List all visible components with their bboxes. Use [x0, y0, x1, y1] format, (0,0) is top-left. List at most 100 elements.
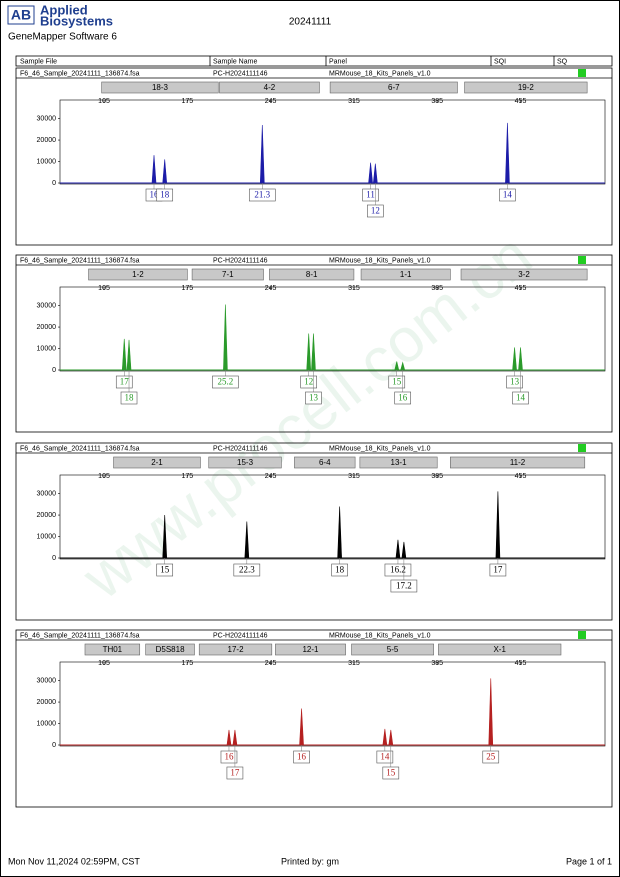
locus-label: 1-1	[400, 270, 412, 279]
peak	[337, 506, 342, 559]
column-label: Panel	[329, 58, 347, 65]
allele-box	[212, 375, 239, 389]
allele-label: 16	[150, 190, 160, 200]
allele-label: 17	[493, 565, 503, 575]
allele-box	[226, 766, 244, 780]
allele-box	[367, 204, 384, 218]
allele-label: 15	[160, 565, 170, 575]
locus-label: TH01	[103, 645, 123, 654]
allele-label: 14	[380, 752, 390, 762]
allele-box	[300, 375, 318, 389]
panel-name: MRMouse_18_Kits_Panels_v1.0	[329, 70, 431, 77]
allele-box	[489, 563, 507, 577]
locus-label: 12-1	[302, 645, 319, 654]
logo-mark: AB	[11, 7, 31, 23]
locus-label: 18-3	[152, 83, 169, 92]
sq-flag	[578, 444, 586, 452]
plot-area	[59, 286, 606, 372]
locus-label: 19-2	[518, 83, 535, 92]
logo-box	[7, 5, 35, 25]
footer-page: Page 1 of 1	[566, 856, 612, 866]
allele-label: 12	[304, 377, 313, 387]
allele-box	[390, 579, 418, 593]
peak	[259, 125, 265, 184]
panel-frame	[15, 67, 613, 246]
allele-box	[248, 188, 276, 202]
peak	[126, 339, 132, 371]
sq-flag	[578, 631, 586, 639]
plot-area	[59, 474, 606, 560]
allele-box	[376, 750, 394, 764]
locus-bar	[464, 81, 588, 94]
locus-bar	[198, 643, 273, 656]
peak	[488, 678, 494, 746]
peak	[518, 347, 523, 371]
peak	[388, 729, 394, 746]
allele-label: 16	[224, 752, 234, 762]
locus-bar	[84, 643, 141, 656]
column-label: SQ	[557, 58, 568, 65]
y-tick-label: 10000	[37, 345, 57, 352]
column-label: Sample Name	[213, 58, 257, 65]
allele-box	[331, 563, 348, 577]
locus-bar	[275, 643, 346, 656]
locus-bar	[460, 268, 588, 281]
panel-frame	[15, 629, 613, 808]
column-header	[15, 55, 613, 67]
peak	[373, 163, 378, 184]
allele-box	[115, 375, 133, 389]
locus-bar	[145, 643, 195, 656]
peak	[395, 539, 401, 559]
allele-label: 18	[160, 190, 170, 200]
locus-label: 15-3	[237, 458, 254, 467]
y-tick-label: 0	[52, 555, 56, 562]
column-label: SQI	[494, 58, 506, 65]
peak	[306, 333, 312, 371]
allele-box	[156, 563, 174, 577]
locus-bar	[113, 456, 201, 469]
y-tick-label: 0	[52, 367, 56, 374]
peak	[311, 333, 316, 371]
allele-label: 11	[366, 190, 375, 200]
allele-box	[506, 375, 523, 389]
allele-label: 17	[230, 768, 240, 778]
locus-bar	[438, 643, 562, 656]
peak	[299, 708, 304, 746]
plot-area	[59, 99, 606, 185]
allele-label: 22.3	[239, 565, 255, 575]
locus-label: 2-1	[151, 458, 163, 467]
allele-box	[120, 391, 138, 405]
sample-name: PC-H2024111146	[213, 257, 268, 264]
allele-label: 25.2	[218, 377, 234, 387]
allele-box	[293, 750, 310, 764]
allele-label: 17.2	[396, 581, 412, 591]
allele-box	[156, 188, 174, 202]
allele-box	[233, 563, 261, 577]
column-dividers	[209, 56, 555, 66]
sq-flag	[578, 69, 586, 77]
y-tick-label: 20000	[37, 324, 57, 331]
peak	[368, 162, 373, 184]
allele-box	[388, 375, 406, 389]
locus-bar	[219, 81, 320, 94]
locus-label: X-1	[493, 645, 506, 654]
locus-label: 11-2	[510, 458, 526, 467]
locus-label: 8-1	[306, 270, 318, 279]
panel-name: MRMouse_18_Kits_Panels_v1.0	[329, 445, 431, 452]
allele-label: 17	[120, 377, 130, 387]
allele-label: 18	[125, 393, 135, 403]
allele-label: 13	[309, 393, 319, 403]
peak	[244, 521, 250, 559]
footer-date: Mon Nov 11,2024 02:59PM, CST	[8, 856, 140, 866]
locus-label: 6-4	[319, 458, 331, 467]
software-name: GeneMapper Software 6	[8, 32, 117, 43]
locus-bar	[450, 456, 586, 469]
y-tick-label: 10000	[37, 533, 57, 540]
sample-name: PC-H2024111146	[213, 445, 268, 452]
allele-label: 25	[486, 752, 496, 762]
y-tick-label: 30000	[37, 490, 57, 497]
column-label: Sample File	[20, 58, 57, 65]
allele-box	[305, 391, 322, 405]
